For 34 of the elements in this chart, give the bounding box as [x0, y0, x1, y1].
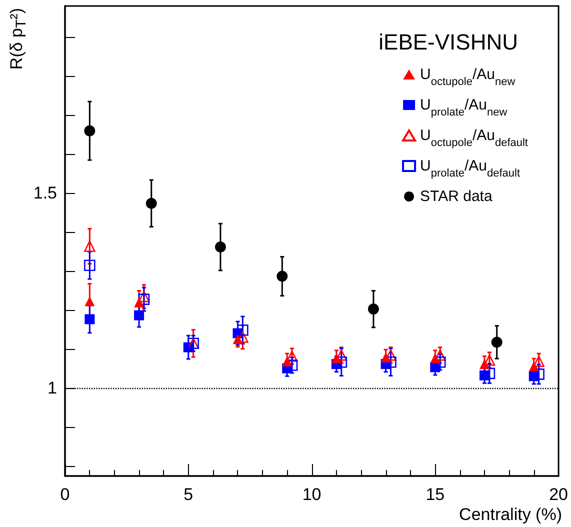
point	[237, 324, 248, 336]
legend-label: STAR data	[420, 188, 493, 205]
x-tick-label: 10	[302, 485, 322, 504]
point	[491, 336, 502, 348]
point	[84, 240, 96, 252]
point	[84, 296, 95, 306]
x-tick-label: 0	[60, 485, 70, 504]
x-tick-label: 20	[549, 485, 568, 504]
legend-title: iEBE-VISHNU	[378, 30, 518, 54]
point	[480, 359, 490, 370]
point	[84, 314, 95, 324]
point	[138, 294, 150, 305]
point	[533, 356, 544, 367]
point	[331, 353, 342, 364]
point	[282, 356, 292, 366]
y-tick-label: 1.5	[33, 184, 57, 203]
point	[380, 352, 391, 362]
point	[146, 198, 157, 209]
x-tick-label: 5	[184, 485, 194, 504]
x-axis-title: Centrality (%)	[459, 505, 562, 524]
point	[528, 361, 539, 372]
x-tick-label: 15	[426, 485, 445, 504]
point	[84, 260, 96, 272]
point	[138, 290, 150, 302]
point	[214, 242, 226, 253]
point	[430, 353, 440, 364]
point	[134, 297, 144, 308]
y-tick-label: 1	[48, 378, 57, 398]
point	[84, 125, 96, 136]
point	[484, 368, 496, 380]
point	[232, 334, 243, 344]
point	[276, 270, 288, 282]
point	[134, 310, 144, 320]
point	[368, 304, 379, 315]
